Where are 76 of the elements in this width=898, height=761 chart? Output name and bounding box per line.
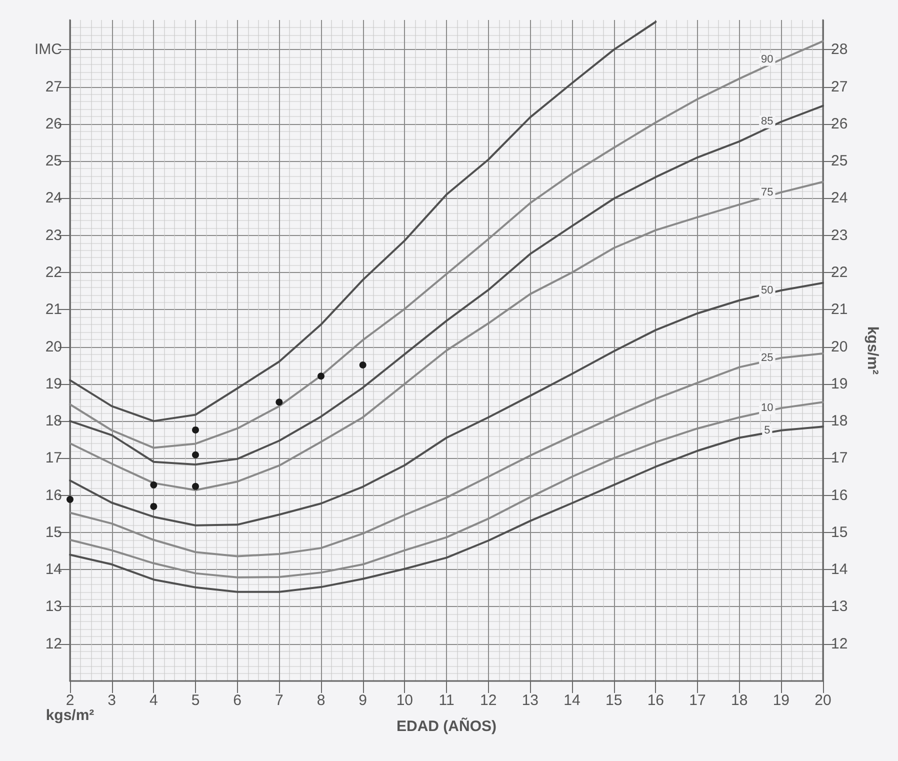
y-tick-label: 27 (45, 78, 62, 96)
series-label: 90 (761, 53, 774, 66)
x-tick-label: 7 (274, 692, 284, 709)
y-tick-label: 21 (45, 301, 62, 318)
y2-tick-label: 16 (831, 486, 848, 504)
y-tick-label: 26 (45, 115, 62, 132)
series-label: 25 (761, 352, 774, 364)
y2-tick-label: 12 (831, 635, 848, 652)
y2-tick-label: 22 (831, 264, 848, 282)
x-axis-title: EDAD (AÑOS) (396, 717, 496, 735)
x-tick-label: 3 (108, 692, 116, 709)
point (150, 481, 158, 488)
y2-tick-label: 21 (831, 301, 848, 318)
y2-tick-label: 15 (831, 524, 848, 541)
y2-tick-label: 19 (831, 375, 848, 392)
x-tick-label: 4 (149, 692, 158, 709)
x-tick-label: 11 (438, 692, 454, 709)
y-tick-label: IMC (34, 41, 62, 58)
x-tick-label: 14 (564, 692, 580, 709)
y-tick-label: 16 (45, 486, 62, 504)
series-label: 85 (761, 116, 774, 128)
y2-tick-label: 13 (831, 598, 848, 616)
y-tick-label: 19 (45, 375, 62, 392)
line-series (69, 104, 824, 466)
point (192, 426, 199, 434)
x-tick-label: 6 (233, 692, 242, 709)
y-tick-label: 13 (45, 598, 62, 616)
y2-axis-title: kgs/m² (864, 326, 881, 375)
series-label: 75 (761, 186, 774, 198)
y-axis-title: kgs/m² (46, 706, 94, 724)
y-tick-label: 25 (45, 152, 62, 170)
y2-tick-label: 26 (831, 115, 848, 132)
x-tick-label: 12 (480, 692, 497, 709)
x-tick-label: 2 (66, 692, 74, 709)
y2-tick-label: 17 (831, 450, 848, 467)
series-label: 10 (761, 402, 774, 414)
x-tick-label: 9 (358, 692, 368, 709)
x-tick-label: 10 (396, 692, 414, 709)
y2-tick-label: 27 (831, 78, 848, 96)
x-tick-label: 8 (316, 692, 326, 709)
point (276, 398, 283, 406)
y-tick-label: 14 (45, 561, 62, 578)
point (150, 502, 158, 510)
x-tick-label: 20 (814, 692, 832, 709)
point (192, 451, 199, 458)
y2-tick-label: 20 (831, 338, 848, 356)
point (318, 372, 324, 380)
y-tick-label: 24 (45, 190, 62, 207)
y-tick-label: 18 (45, 412, 62, 430)
y-tick-label: 20 (45, 338, 62, 356)
y-tick-label: 23 (45, 226, 62, 244)
point (66, 496, 74, 503)
series-label: 50 (761, 284, 774, 296)
point (359, 361, 366, 368)
line-series (69, 20, 657, 422)
x-tick-label: 13 (522, 692, 539, 709)
y2-tick-label: 28 (831, 41, 848, 58)
series-label: 5 (764, 424, 770, 436)
y-tick-label: 22 (45, 264, 62, 282)
y2-tick-label: 14 (831, 561, 848, 578)
y2-tick-label: 25 (831, 152, 848, 170)
point (192, 482, 199, 490)
x-tick-label: 5 (191, 692, 200, 709)
x-tick-label: 15 (605, 692, 622, 709)
x-tick-label: 16 (647, 692, 664, 709)
y-tick-label: 17 (45, 450, 62, 467)
x-tick-label: 18 (730, 692, 748, 709)
line-series (69, 426, 824, 593)
y-tick-label: 15 (45, 524, 62, 541)
y2-tick-label: 24 (831, 190, 848, 207)
x-tick-label: 19 (772, 692, 790, 709)
x-tick-label: 17 (689, 692, 706, 709)
y-tick-label: 12 (45, 635, 62, 652)
y2-tick-label: 23 (831, 226, 848, 244)
line-series (69, 282, 824, 526)
y2-tick-label: 18 (831, 412, 848, 430)
